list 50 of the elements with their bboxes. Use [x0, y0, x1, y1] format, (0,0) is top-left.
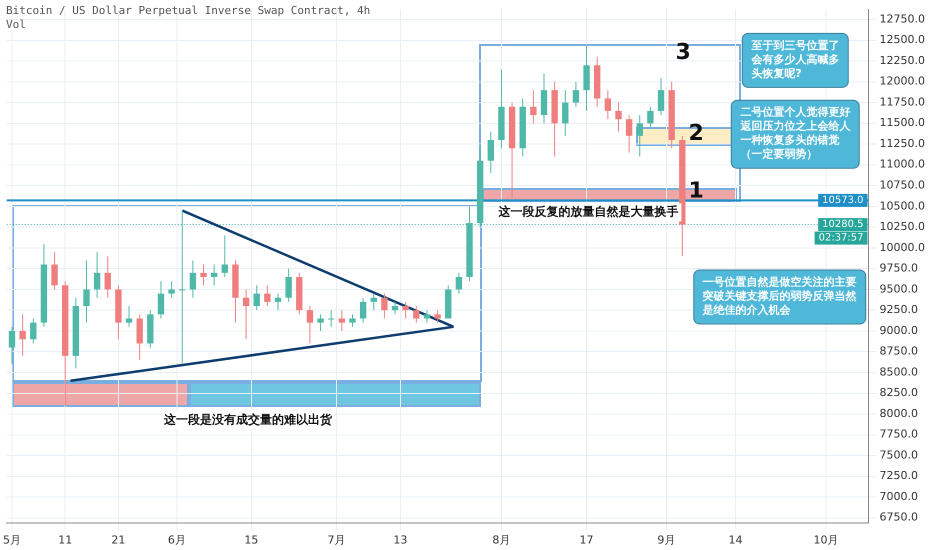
- y-tick-label: 12750.0: [880, 12, 926, 26]
- annotation: 2: [688, 121, 704, 146]
- y-tick-label: 12000.0: [880, 74, 926, 88]
- y-tick-label: 12500.0: [880, 33, 926, 46]
- annotation: 02:37:57: [818, 232, 864, 244]
- annotation: 1: [688, 178, 704, 204]
- y-tick-label: 9750.0: [880, 262, 918, 275]
- annotation: 二号位置个人觉得更好返回压力位之上会给人一种恢复多头的错觉（一定要弱势）: [739, 106, 852, 161]
- y-tick-label: 7750.0: [880, 428, 918, 441]
- y-tick-label: 10000.0: [880, 240, 926, 254]
- x-tick-label: 17: [580, 533, 594, 546]
- annotation: 这一段是没有成交量的难以出货: [162, 412, 333, 426]
- y-tick-label: 12250.0: [880, 54, 926, 67]
- y-tick-label: 8500.0: [880, 365, 918, 378]
- annotation: Vol: [6, 18, 26, 31]
- x-tick-label: 10月: [813, 533, 838, 546]
- y-tick-label: 11000.0: [880, 158, 926, 171]
- x-tick-label: 8月: [492, 533, 510, 546]
- y-tick-label: 10250.0: [880, 220, 926, 234]
- x-tick-label: 5月: [3, 533, 21, 546]
- x-tick-label: 14: [728, 533, 743, 546]
- chart-title: Bitcoin / US Dollar Perpetual Inverse Swap Contract, 4h: [6, 4, 370, 17]
- y-tick-label: 6750.0: [880, 510, 918, 524]
- y-tick-label: 9250.0: [880, 303, 918, 316]
- y-tick-label: 7000.0: [880, 490, 918, 503]
- y-tick-label: 8000.0: [880, 406, 918, 420]
- y-tick-label: 11500.0: [880, 116, 926, 130]
- y-tick-label: 10500.0: [880, 199, 926, 212]
- y-tick-label: 10750.0: [880, 178, 926, 192]
- x-tick-label: 11: [58, 533, 72, 546]
- x-tick-label: 7月: [328, 533, 346, 546]
- x-tick-label: 9月: [657, 533, 676, 546]
- x-tick-label: 6月: [168, 533, 186, 546]
- x-tick-label: 15: [244, 533, 258, 546]
- x-tick-label: 21: [111, 533, 126, 546]
- ref-line-label: 10280.5: [822, 219, 864, 230]
- ref-line-label: 10573.0: [822, 194, 864, 206]
- annotation: 至于到三号位置了会有多少人高喊多头恢复呢?: [750, 38, 840, 80]
- y-tick-label: 11750.0: [880, 95, 926, 108]
- y-tick-label: 11250.0: [880, 136, 926, 150]
- annotation: 3: [676, 40, 691, 65]
- y-tick-label: 8250.0: [880, 386, 918, 400]
- y-tick-label: 7500.0: [880, 448, 918, 462]
- y-tick-label: 9000.0: [880, 324, 918, 337]
- x-tick-label: 13: [393, 533, 408, 546]
- annotation: 一号位置自然是做空关注的主要突破关键支撑后的弱势反弹当然是绝佳的介入机会: [702, 275, 858, 316]
- y-tick-label: 8750.0: [880, 344, 918, 358]
- y-tick-label: 7250.0: [880, 469, 918, 482]
- y-tick-label: 9500.0: [880, 282, 918, 296]
- annotation: 这一段反复的放量自然是大量换手: [497, 204, 678, 218]
